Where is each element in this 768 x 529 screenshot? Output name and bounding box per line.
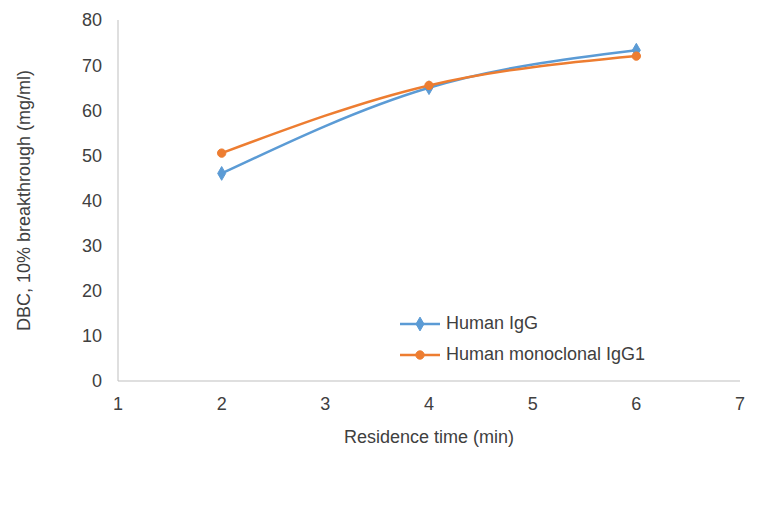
svg-text:6: 6: [631, 394, 641, 414]
svg-text:1: 1: [113, 394, 123, 414]
svg-text:50: 50: [82, 146, 102, 166]
svg-text:2: 2: [217, 394, 227, 414]
svg-text:60: 60: [82, 101, 102, 121]
svg-text:10: 10: [82, 326, 102, 346]
svg-text:5: 5: [528, 394, 538, 414]
html-text:Human IgG: Human IgG: [446, 313, 538, 333]
svg-text:80: 80: [82, 10, 102, 30]
svg-text:Residence time (min): Residence time (min): [344, 427, 514, 447]
svg-text:20: 20: [82, 281, 102, 301]
html-text:Human monoclonal IgG1: Human monoclonal IgG1: [446, 344, 646, 364]
svg-text:40: 40: [82, 191, 102, 211]
svg-text:0: 0: [92, 371, 102, 391]
svg-text:DBC, 10% breakthrough (mg/ml): DBC, 10% breakthrough (mg/ml): [14, 70, 34, 331]
svg-text:7: 7: [735, 394, 745, 414]
svg-text:70: 70: [82, 56, 102, 76]
svg-text:30: 30: [82, 236, 102, 256]
svg-text:4: 4: [424, 394, 434, 414]
svg-text:3: 3: [320, 394, 330, 414]
